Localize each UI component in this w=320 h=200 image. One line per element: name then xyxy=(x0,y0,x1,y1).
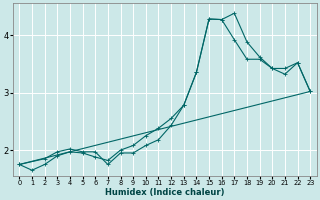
X-axis label: Humidex (Indice chaleur): Humidex (Indice chaleur) xyxy=(105,188,225,197)
